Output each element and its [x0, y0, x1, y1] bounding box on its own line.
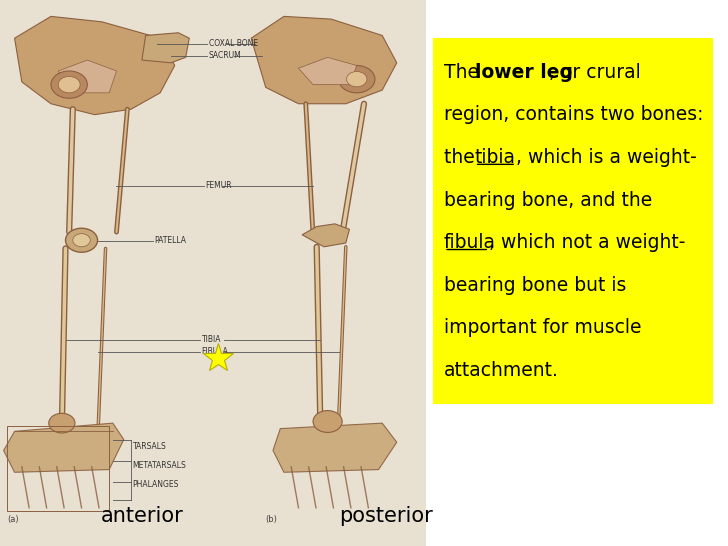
- Text: , which is a weight-: , which is a weight-: [516, 148, 697, 167]
- Text: , or crural: , or crural: [549, 63, 641, 82]
- Text: , which not a weight-: , which not a weight-: [489, 233, 686, 252]
- Text: FEMUR: FEMUR: [205, 181, 232, 189]
- Circle shape: [58, 76, 80, 93]
- Text: SACRUM: SACRUM: [209, 51, 242, 60]
- Text: posterior: posterior: [339, 506, 432, 526]
- Text: region, contains two bones:: region, contains two bones:: [444, 105, 703, 124]
- Text: the: the: [444, 148, 480, 167]
- Circle shape: [49, 413, 75, 433]
- Text: important for muscle: important for muscle: [444, 318, 641, 337]
- Circle shape: [339, 66, 375, 93]
- Text: (b): (b): [266, 515, 277, 524]
- Bar: [433, 38, 713, 404]
- Polygon shape: [251, 16, 397, 104]
- Circle shape: [73, 234, 90, 247]
- Polygon shape: [298, 57, 357, 85]
- Text: METATARSALS: METATARSALS: [132, 461, 186, 470]
- Bar: [0, 0, 426, 546]
- Bar: [7, 426, 109, 511]
- Text: PATELLA: PATELLA: [154, 236, 186, 245]
- Polygon shape: [58, 60, 116, 93]
- Polygon shape: [302, 224, 349, 247]
- Circle shape: [313, 411, 342, 432]
- Text: (a): (a): [7, 515, 19, 524]
- Text: bearing bone but is: bearing bone but is: [444, 276, 627, 295]
- Bar: [426, 0, 728, 546]
- Circle shape: [347, 72, 367, 87]
- Circle shape: [66, 228, 98, 252]
- Text: PHALANGES: PHALANGES: [132, 480, 179, 489]
- Text: tibia: tibia: [475, 148, 515, 167]
- Text: lower leg: lower leg: [475, 63, 573, 82]
- Polygon shape: [273, 423, 397, 472]
- Text: fibula: fibula: [444, 233, 496, 252]
- Text: COXAL BONE: COXAL BONE: [209, 39, 258, 48]
- Text: FIBULA: FIBULA: [202, 347, 229, 356]
- Polygon shape: [15, 16, 175, 115]
- Polygon shape: [142, 33, 189, 63]
- Text: attachment.: attachment.: [444, 361, 559, 380]
- Text: anterior: anterior: [100, 506, 183, 526]
- Text: TARSALS: TARSALS: [132, 442, 166, 450]
- Text: TIBIA: TIBIA: [202, 335, 221, 343]
- Polygon shape: [4, 423, 124, 472]
- Text: The: The: [444, 63, 485, 82]
- Circle shape: [51, 71, 87, 98]
- Text: bearing bone, and the: bearing bone, and the: [444, 191, 652, 210]
